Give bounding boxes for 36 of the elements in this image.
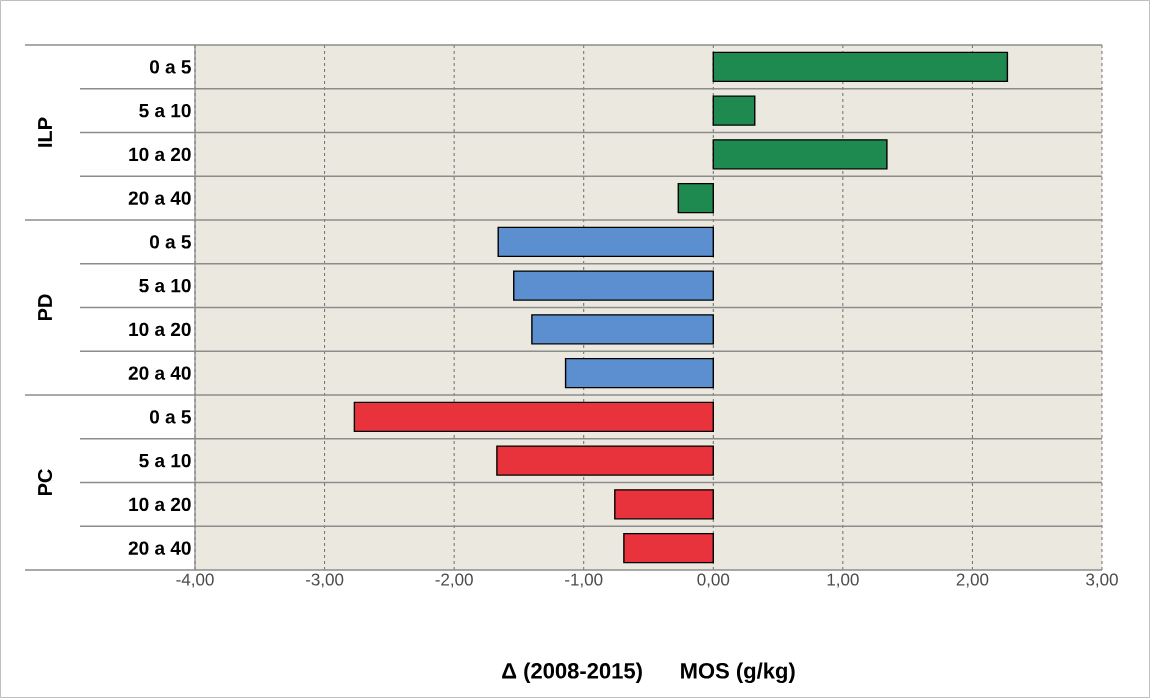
text: ILP [38, 117, 52, 147]
text: PC [37, 469, 53, 496]
bar [712, 51, 1009, 83]
y-tick-label: 5 a 10 [139, 103, 191, 118]
text: PD [38, 294, 52, 321]
y-tick-label: 10 a 20 [129, 147, 191, 162]
x-tick-label: 0,00 [697, 573, 730, 588]
y-tick-label: 20 a 40 [128, 366, 191, 380]
bar [677, 182, 714, 214]
x-tick-label: -2,00 [435, 573, 473, 588]
x-tick-label: 3,00 [1086, 573, 1118, 588]
bar [353, 401, 714, 433]
bar [531, 314, 714, 345]
y-tick-label: 10 a 20 [129, 322, 191, 337]
bar [623, 532, 714, 564]
bar [614, 489, 714, 520]
y-tick-label: 10 a 20 [129, 497, 191, 512]
bar [496, 445, 714, 476]
y-tick-label: 0 a 5 [149, 235, 191, 249]
x-tick-label: 1,00 [827, 573, 859, 588]
bar [712, 95, 756, 126]
bar [564, 357, 714, 389]
bar [497, 226, 714, 258]
x-tick-label: -1,00 [565, 573, 603, 588]
x-axis-title: Δ (2008-2015) MOS (g/kg) [502, 662, 795, 684]
x-tick-label: -3,00 [305, 573, 344, 588]
y-tick-label: 5 a 10 [139, 278, 191, 293]
y-tick-label: 20 a 40 [128, 191, 191, 205]
y-tick-label: 5 a 10 [139, 453, 191, 468]
x-tick-label: 2,00 [956, 573, 989, 588]
x-tick-label: -4,00 [176, 573, 214, 588]
bar [712, 139, 888, 170]
y-tick-label: 0 a 5 [149, 60, 191, 74]
bar [513, 270, 714, 301]
y-tick-label: 0 a 5 [149, 410, 191, 424]
y-tick-label: 20 a 40 [128, 541, 191, 555]
